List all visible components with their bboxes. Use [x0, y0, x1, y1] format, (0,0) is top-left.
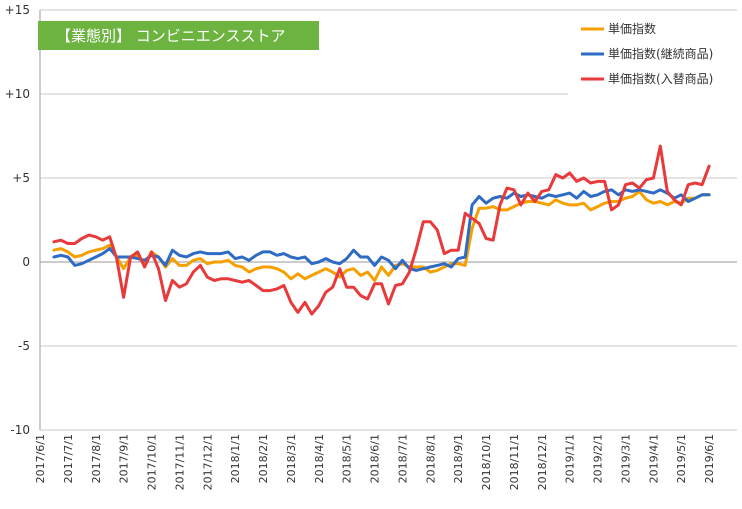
- chart-title-background: [38, 21, 319, 50]
- x-tick-label: 2018/3/1: [285, 434, 298, 483]
- x-tick-label: 2018/10/1: [480, 434, 493, 490]
- x-tick-label: 2019/5/1: [675, 434, 688, 483]
- y-tick-label: +15: [5, 3, 30, 17]
- x-tick-label: 2018/9/1: [452, 434, 465, 483]
- x-tick-label: 2019/6/1: [703, 434, 716, 483]
- x-tick-label: 2018/11/1: [508, 434, 521, 490]
- y-tick-label: -5: [18, 339, 30, 353]
- series-line-1: [52, 188, 711, 272]
- series-lines: [52, 144, 711, 316]
- x-tick-label: 2017/6/1: [34, 434, 47, 483]
- x-tick-label: 2018/5/1: [341, 434, 354, 483]
- legend-label: 単価指数: [608, 21, 656, 36]
- x-tick-label: 2019/4/1: [647, 434, 660, 483]
- x-tick-label: 2019/3/1: [619, 434, 632, 483]
- x-tick-label: 2018/8/1: [424, 434, 437, 483]
- x-tick-label: 2018/1/1: [229, 434, 242, 483]
- y-tick-label: 0: [22, 255, 30, 269]
- x-tick-label: 2018/4/1: [313, 434, 326, 483]
- y-tick-label: +10: [5, 87, 30, 101]
- x-tick-label: 2018/7/1: [396, 434, 409, 483]
- x-tick-label: 2017/7/1: [62, 434, 75, 483]
- y-tick-label: +5: [12, 171, 30, 185]
- x-tick-label: 2017/11/1: [173, 434, 186, 490]
- legend-label: 単価指数(入替商品): [608, 71, 713, 86]
- x-tick-label: 2019/2/1: [592, 434, 605, 483]
- x-tick-label: 2017/12/1: [201, 434, 214, 490]
- y-axis-tick-labels: +15 +10 +5 0 -5 -10: [5, 3, 30, 437]
- x-axis-tick-labels: 2017/6/1 2017/7/1 2017/8/1 2017/9/1 2017/10/…: [34, 434, 716, 490]
- x-tick-label: 2018/2/1: [257, 434, 270, 483]
- x-tick-label: 2017/10/1: [146, 434, 159, 490]
- legend-label: 単価指数(継続商品): [608, 46, 713, 61]
- x-tick-label: 2019/1/1: [564, 434, 577, 483]
- y-tick-label: -10: [10, 423, 30, 437]
- x-tick-label: 2018/6/1: [369, 434, 382, 483]
- x-tick-label: 2017/8/1: [90, 434, 103, 483]
- chart-title: 【業態別】 コンビニエンスストア: [56, 27, 285, 45]
- series-line-2: [52, 144, 711, 316]
- x-tick-label: 2018/12/1: [536, 434, 549, 490]
- x-tick-label: 2017/9/1: [118, 434, 131, 483]
